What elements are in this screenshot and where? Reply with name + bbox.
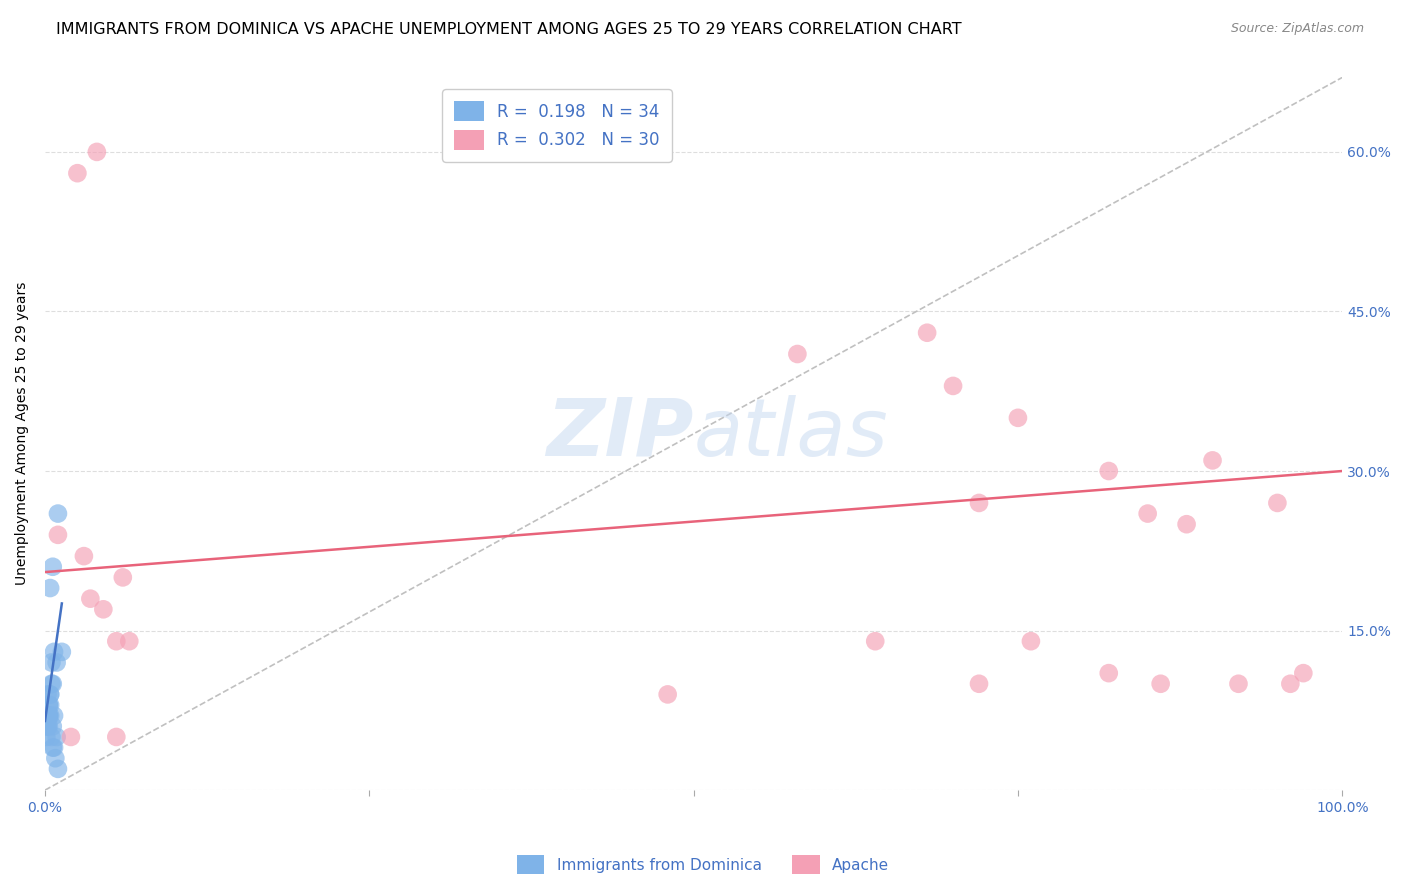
Point xyxy=(41,730,63,744)
Point xyxy=(37,708,59,723)
Point xyxy=(46,762,69,776)
Point xyxy=(42,740,65,755)
Point xyxy=(1007,410,1029,425)
Point xyxy=(1279,677,1302,691)
Point xyxy=(657,687,679,701)
Point xyxy=(37,719,59,733)
Point xyxy=(41,656,63,670)
Point xyxy=(1019,634,1042,648)
Point xyxy=(35,719,58,733)
Point xyxy=(59,730,82,744)
Point xyxy=(51,645,73,659)
Point xyxy=(38,698,60,712)
Point xyxy=(42,677,65,691)
Point xyxy=(942,379,965,393)
Point xyxy=(1201,453,1223,467)
Point xyxy=(42,645,65,659)
Point xyxy=(1292,666,1315,681)
Point xyxy=(118,634,141,648)
Point xyxy=(79,591,101,606)
Legend: Immigrants from Dominica, Apache: Immigrants from Dominica, Apache xyxy=(510,849,896,880)
Point xyxy=(111,570,134,584)
Point xyxy=(44,751,66,765)
Text: ZIP: ZIP xyxy=(547,395,693,473)
Legend: R =  0.198   N = 34, R =  0.302   N = 30: R = 0.198 N = 34, R = 0.302 N = 30 xyxy=(443,89,672,161)
Point xyxy=(42,740,65,755)
Point xyxy=(967,496,990,510)
Point xyxy=(46,528,69,542)
Point xyxy=(39,698,62,712)
Point xyxy=(41,677,63,691)
Point xyxy=(1227,677,1250,691)
Point xyxy=(45,730,67,744)
Point xyxy=(38,708,60,723)
Point xyxy=(37,719,59,733)
Point xyxy=(46,507,69,521)
Point xyxy=(37,708,59,723)
Point xyxy=(105,634,128,648)
Text: atlas: atlas xyxy=(693,395,889,473)
Point xyxy=(1098,464,1121,478)
Point xyxy=(45,656,67,670)
Point xyxy=(39,708,62,723)
Point xyxy=(1149,677,1171,691)
Point xyxy=(73,549,96,563)
Point xyxy=(42,719,65,733)
Point xyxy=(967,677,990,691)
Point xyxy=(865,634,887,648)
Text: IMMIGRANTS FROM DOMINICA VS APACHE UNEMPLOYMENT AMONG AGES 25 TO 29 YEARS CORREL: IMMIGRANTS FROM DOMINICA VS APACHE UNEMP… xyxy=(56,22,962,37)
Point xyxy=(39,687,62,701)
Point xyxy=(42,559,65,574)
Point xyxy=(37,687,59,701)
Point xyxy=(86,145,108,159)
Point xyxy=(42,708,65,723)
Point xyxy=(105,730,128,744)
Point xyxy=(1175,517,1198,532)
Point xyxy=(38,708,60,723)
Point xyxy=(35,730,58,744)
Point xyxy=(38,719,60,733)
Point xyxy=(1267,496,1289,510)
Point xyxy=(93,602,115,616)
Point xyxy=(38,698,60,712)
Point xyxy=(1098,666,1121,681)
Point xyxy=(39,687,62,701)
Text: Source: ZipAtlas.com: Source: ZipAtlas.com xyxy=(1230,22,1364,36)
Y-axis label: Unemployment Among Ages 25 to 29 years: Unemployment Among Ages 25 to 29 years xyxy=(15,282,30,585)
Point xyxy=(66,166,89,180)
Point xyxy=(38,708,60,723)
Point xyxy=(1136,507,1159,521)
Point xyxy=(39,581,62,595)
Point xyxy=(915,326,938,340)
Point xyxy=(786,347,808,361)
